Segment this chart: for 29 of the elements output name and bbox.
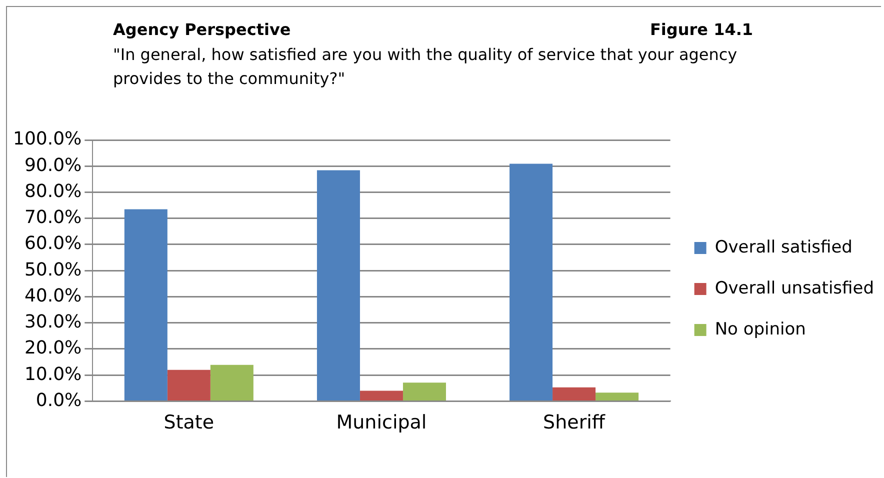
x-tick-label: Municipal <box>336 412 427 434</box>
y-tick-label: 70.0% <box>24 207 82 228</box>
caption: Figure 14.1 <box>650 20 754 39</box>
chart-title: Agency Perspective <box>113 20 291 39</box>
y-tick-label: 30.0% <box>24 312 82 333</box>
y-tick-label: 10.0% <box>24 364 82 385</box>
legend-label: No opinion <box>714 319 806 340</box>
y-tick-label: 80.0% <box>24 180 82 202</box>
bar <box>360 390 403 400</box>
legend-label: Overall unsatisfied <box>714 278 874 298</box>
bar <box>510 164 553 400</box>
x-tick-label: Sheriff <box>543 412 606 434</box>
y-tick-label: 0.0% <box>36 390 82 411</box>
x-tick-label: State <box>164 412 214 434</box>
y-tick-label: 40.0% <box>24 285 82 306</box>
y-tick-label: 50.0% <box>24 259 82 280</box>
bar <box>167 370 210 400</box>
bar <box>402 382 446 400</box>
bar <box>316 170 360 400</box>
y-tick-label: 100.0% <box>12 128 82 150</box>
bar <box>552 387 596 400</box>
bar <box>124 209 168 400</box>
legend-label: Overall satisfied <box>714 237 852 258</box>
y-tick-label: 90.0% <box>24 154 82 176</box>
bar <box>210 364 254 400</box>
y-tick-label: 20.0% <box>24 338 82 359</box>
bar <box>596 392 639 400</box>
chart-subtitle: "In general, how satisfied are you with the quality of service that your agency provides to the community?" <box>113 44 738 90</box>
y-tick-label: 60.0% <box>24 233 82 254</box>
